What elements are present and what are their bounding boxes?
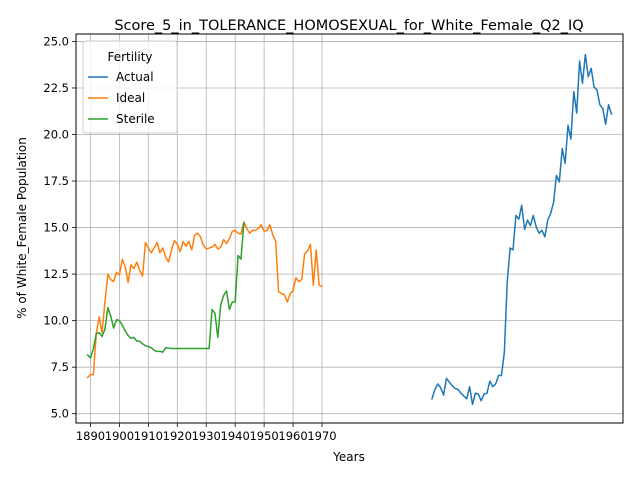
x-axis-ticks: 1890 1900 1910 1920 1930 1940 1950 1960 1970: [76, 423, 337, 443]
legend-title: Fertility: [107, 50, 152, 64]
y-tick-label: 12.5: [43, 267, 69, 281]
x-tick-label: 1960: [278, 429, 307, 443]
y-axis-label: % of White_Female Population: [15, 137, 29, 319]
x-tick-label: 1970: [307, 429, 336, 443]
y-tick-label: 17.5: [43, 174, 69, 188]
series-lines: [86, 53, 613, 406]
y-tick-label: 25.0: [43, 34, 69, 48]
legend: Fertility Actual Ideal Sterile: [82, 40, 178, 134]
x-tick-label: 1910: [134, 429, 163, 443]
series-line-ideal: [86, 221, 323, 379]
y-tick-label: 22.5: [43, 81, 69, 95]
series-line-actual: [431, 53, 613, 406]
x-axis-label: Years: [332, 450, 365, 464]
x-tick-label: 1950: [249, 429, 278, 443]
y-tick-label: 20.0: [43, 128, 69, 142]
legend-label-ideal: Ideal: [116, 91, 145, 105]
y-tick-label: 5.0: [51, 407, 69, 421]
legend-label-sterile: Sterile: [116, 112, 155, 126]
plot-area-frame: [75, 33, 624, 424]
legend-label-actual: Actual: [116, 70, 154, 84]
legend-box: [82, 40, 178, 134]
y-tick-label: 10.0: [43, 314, 69, 328]
y-axis-ticks: 5.0 7.5 10.0 12.5 15.0 17.5 20.0 22.5 25.0: [43, 34, 76, 421]
x-tick-label: 1890: [76, 429, 105, 443]
x-tick-label: 1940: [221, 429, 250, 443]
y-tick-label: 15.0: [43, 221, 69, 235]
y-tick-label: 7.5: [51, 360, 69, 374]
x-tick-label: 1920: [163, 429, 192, 443]
series-line-sterile: [86, 222, 245, 359]
x-tick-label: 1900: [105, 429, 134, 443]
legend-items: Actual Ideal Sterile: [88, 70, 155, 126]
x-tick-label: 1930: [192, 429, 221, 443]
chart-title: Score_5_in_TOLERANCE_HOMOSEXUAL_for_Whit…: [114, 18, 583, 34]
